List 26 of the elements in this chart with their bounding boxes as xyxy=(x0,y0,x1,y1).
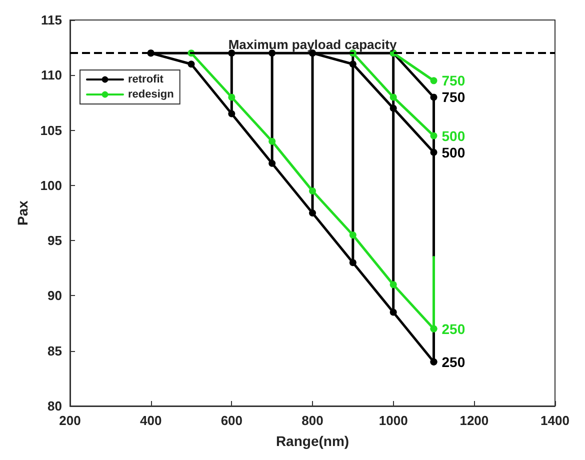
y-tick-label: 85 xyxy=(48,343,62,358)
x-tick-label: 1400 xyxy=(540,413,570,428)
y-tick-label: 110 xyxy=(41,68,62,83)
x-tick-label: 1200 xyxy=(460,413,489,428)
x-axis-title: Range(nm) xyxy=(276,433,350,449)
series-label: 250 xyxy=(442,320,466,337)
ref-line-label: Maximum payload capacity xyxy=(228,37,398,52)
legend-label: redesign xyxy=(128,88,174,100)
y-tick-label: 100 xyxy=(40,178,62,193)
series-label: 500 xyxy=(442,144,466,160)
legend-label: retrofit xyxy=(128,74,164,86)
y-tick-label: 105 xyxy=(40,122,62,138)
series-label: 250 xyxy=(442,354,466,370)
y-tick-label: 80 xyxy=(48,398,62,414)
x-tick-label: 400 xyxy=(140,413,162,428)
series-label: 750 xyxy=(442,89,466,106)
y-tick-label: 90 xyxy=(48,288,62,304)
series-label: 500 xyxy=(442,128,466,144)
x-tick-label: 800 xyxy=(302,413,324,428)
x-tick-label: 200 xyxy=(59,413,81,428)
y-axis-title: Pax xyxy=(14,200,30,226)
y-tick-label: 115 xyxy=(41,12,62,28)
series-label: 750 xyxy=(442,72,466,89)
y-tick-label: 95 xyxy=(48,233,62,248)
x-tick-label: 1000 xyxy=(378,413,408,428)
x-tick-label: 600 xyxy=(220,413,243,428)
